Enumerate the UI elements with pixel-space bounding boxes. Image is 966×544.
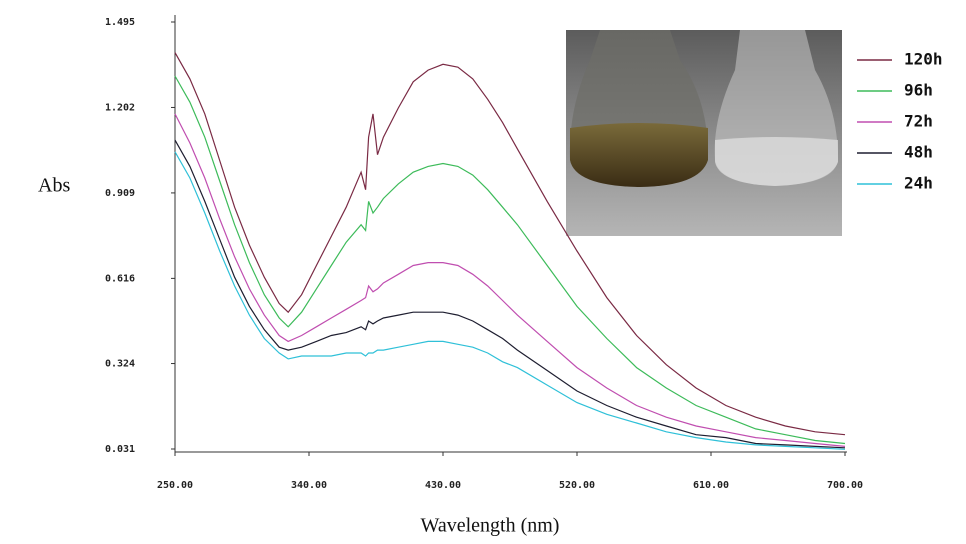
series-line — [174, 151, 846, 450]
y-tick-label: 0.324 — [105, 359, 135, 370]
x-tick-label: 250.00 — [157, 480, 193, 491]
x-tick-label: 430.00 — [425, 480, 461, 491]
series-line — [174, 113, 846, 447]
legend-label: 72h — [904, 112, 933, 131]
y-tick-label: 0.616 — [105, 273, 135, 284]
legend-label: 48h — [904, 143, 933, 162]
legend-label: 96h — [904, 81, 933, 100]
legend-label: 120h — [904, 50, 943, 69]
y-tick-label: 1.202 — [105, 102, 135, 113]
y-tick-label: 0.909 — [105, 188, 135, 199]
x-tick-label: 340.00 — [291, 480, 327, 491]
legend-label: 24h — [904, 174, 933, 193]
y-tick-label: 1.495 — [105, 17, 135, 28]
x-tick-label: 610.00 — [693, 480, 729, 491]
x-tick-label: 700.00 — [827, 480, 863, 491]
y-tick-label: 0.031 — [105, 444, 135, 455]
inset-photo — [566, 30, 842, 236]
series-line — [174, 139, 846, 449]
x-axis-label: Wavelength (nm) — [421, 515, 560, 537]
series-line — [174, 75, 846, 445]
series-line — [174, 52, 846, 436]
x-tick-label: 520.00 — [559, 480, 595, 491]
y-axis-label: Abs — [38, 175, 70, 197]
